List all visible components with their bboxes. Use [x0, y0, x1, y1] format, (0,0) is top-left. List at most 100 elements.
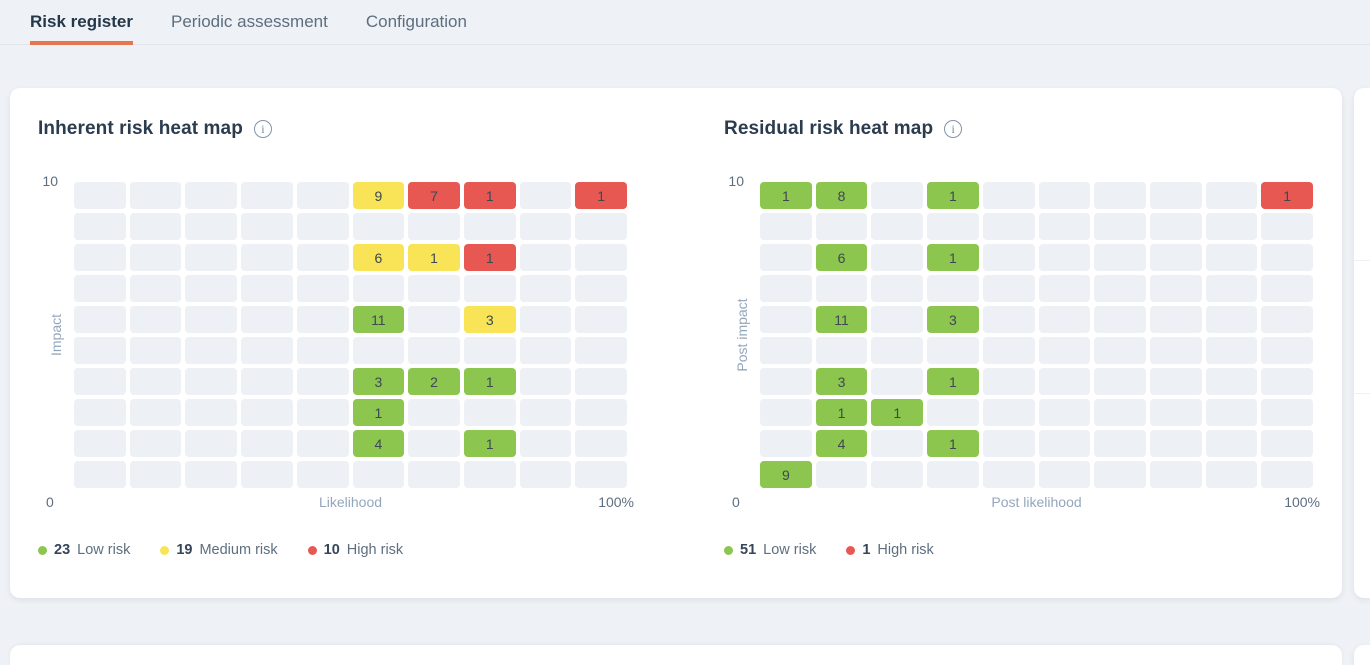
heatmap-cell-empty [982, 213, 1035, 240]
heatmap-cell-low[interactable]: 3 [352, 368, 405, 395]
heatmap-cell-empty [519, 213, 572, 240]
heatmap-cell-empty [408, 337, 460, 364]
heatmap-cell-empty [575, 368, 627, 395]
heatmap-cell-low[interactable]: 1 [352, 399, 405, 426]
heatmap-cell-medium[interactable]: 3 [463, 306, 516, 333]
heatmap-cell-low[interactable]: 8 [815, 182, 868, 209]
heatmap-cell-empty [1038, 461, 1091, 488]
heatmap-cell-empty [463, 275, 516, 302]
heatmap-cell-medium[interactable]: 9 [352, 182, 405, 209]
heatmap-cell-low[interactable]: 3 [927, 306, 979, 333]
heatmap-cell-empty [927, 461, 979, 488]
x-axis: 0 Post likelihood 100% [696, 494, 1320, 514]
residual-risk-panel: Residual risk heat map i 10 Post impact … [696, 88, 1356, 598]
heatmap-cell-low[interactable]: 6 [815, 244, 868, 271]
y-axis-max-label: 10 [728, 173, 744, 189]
legend-count: 51 [740, 542, 757, 558]
heatmap-cell-empty [1261, 368, 1313, 395]
heatmap-cell-low[interactable]: 1 [760, 182, 812, 209]
heatmap-cell-low[interactable]: 1 [927, 368, 979, 395]
heatmap-cell-low[interactable]: 1 [463, 430, 516, 457]
heatmap-cell-empty [927, 213, 979, 240]
heatmap-cell-high[interactable]: 1 [1261, 182, 1313, 209]
heatmap-cell-empty [927, 275, 979, 302]
heatmap-cell-empty [352, 337, 405, 364]
heatmap-cell-empty [296, 306, 349, 333]
heatmap-cell-empty [871, 461, 924, 488]
legend-item-high[interactable]: 1 High risk [846, 542, 934, 558]
legend-item-low[interactable]: 23 Low risk [38, 542, 130, 558]
inherent-legend: 23 Low risk 19 Medium risk 10 High risk [38, 542, 403, 558]
heatmap-cell-empty [871, 430, 924, 457]
heatmap-cell-empty [815, 275, 868, 302]
heatmap-cell-low[interactable]: 1 [871, 399, 924, 426]
heatmap-cell-high[interactable]: 7 [408, 182, 460, 209]
legend-label: Medium risk [199, 542, 278, 558]
heatmap-cell-high[interactable]: 1 [463, 182, 516, 209]
heatmap-cell-empty [1149, 182, 1202, 209]
heatmap-cell-empty [185, 399, 238, 426]
x-axis-max-label: 100% [1284, 494, 1320, 510]
heatmap-cell-low[interactable]: 3 [815, 368, 868, 395]
residual-chart-title: Residual risk heat map [724, 118, 934, 139]
heatmap-cell-empty [1038, 306, 1091, 333]
heatmap-cell-empty [575, 306, 627, 333]
legend-item-medium[interactable]: 19 Medium risk [160, 542, 278, 558]
heatmap-cell-empty [185, 368, 238, 395]
heatmap-cell-empty [74, 213, 126, 240]
heatmap-cell-empty [241, 306, 293, 333]
heatmap-cell-empty [1149, 430, 1202, 457]
heatmap-cell-empty [760, 430, 812, 457]
heatmap-cell-empty [871, 306, 924, 333]
heatmap-cell-empty [1094, 213, 1146, 240]
heatmap-cell-low[interactable]: 11 [815, 306, 868, 333]
heatmap-cell-empty [575, 213, 627, 240]
heatmap-cell-empty [871, 182, 924, 209]
tab-periodic-assessment[interactable]: Periodic assessment [171, 12, 328, 31]
heatmap-cell-empty [927, 399, 979, 426]
heatmap-cell-low[interactable]: 4 [352, 430, 405, 457]
heatmap-cell-empty [1094, 182, 1146, 209]
heatmap-cell-empty [241, 461, 293, 488]
heatmap-cell-low[interactable]: 2 [408, 368, 460, 395]
heatmap-cell-empty [74, 399, 126, 426]
heatmap-cell-low[interactable]: 1 [815, 399, 868, 426]
heatmap-cell-high[interactable]: 1 [463, 244, 516, 271]
heatmap-cell-empty [1149, 213, 1202, 240]
x-axis-min-label: 0 [46, 494, 54, 510]
heatmap-cell-empty [760, 306, 812, 333]
legend-dot-icon [38, 545, 47, 555]
tab-risk-register[interactable]: Risk register [30, 0, 133, 45]
heatmap-cell-empty [519, 337, 572, 364]
heatmap-cell-low[interactable]: 9 [760, 461, 812, 488]
heatmap-cell-empty [760, 213, 812, 240]
heatmap-cell-low[interactable]: 4 [815, 430, 868, 457]
heatmap-cell-high[interactable]: 1 [575, 182, 627, 209]
heatmap-cell-empty [815, 213, 868, 240]
heatmap-cell-empty [1038, 399, 1091, 426]
heatmap-cell-empty [1261, 337, 1313, 364]
legend-item-low[interactable]: 51 Low risk [724, 542, 816, 558]
heatmap-cell-medium[interactable]: 1 [408, 244, 460, 271]
heatmap-cell-empty [519, 368, 572, 395]
legend-label: High risk [877, 542, 934, 558]
legend-item-high[interactable]: 10 High risk [307, 542, 403, 558]
heatmap-cell-low[interactable]: 1 [927, 430, 979, 457]
heatmap-cell-empty [129, 182, 182, 209]
inherent-heatmap-grid: 9 7 1 1 6 1 1 11 3 3 2 1 1 4 1 [74, 182, 627, 488]
info-icon[interactable]: i [944, 120, 963, 138]
heatmap-cell-medium[interactable]: 6 [352, 244, 405, 271]
heatmap-cell-low[interactable]: 11 [352, 306, 405, 333]
heatmap-cell-low[interactable]: 1 [927, 182, 979, 209]
heatmap-cell-empty [1038, 213, 1091, 240]
heatmap-cell-low[interactable]: 1 [463, 368, 516, 395]
heatmap-cell-empty [352, 275, 405, 302]
heatmap-cell-empty [74, 368, 126, 395]
heatmap-cell-empty [1205, 275, 1258, 302]
heatmap-cell-empty [1205, 182, 1258, 209]
info-icon[interactable]: i [253, 120, 272, 138]
heatmap-cell-empty [241, 368, 293, 395]
tab-configuration[interactable]: Configuration [365, 12, 467, 31]
heatmap-cell-low[interactable]: 1 [927, 244, 979, 271]
